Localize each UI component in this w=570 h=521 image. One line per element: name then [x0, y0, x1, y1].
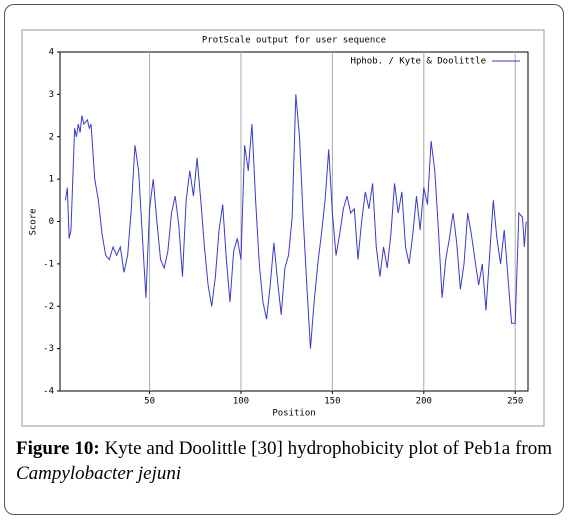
- caption-label: Figure 10:: [16, 438, 100, 459]
- y-tick-label: -1: [43, 259, 54, 269]
- x-tick-label: 200: [416, 397, 432, 407]
- y-tick-label: 4: [49, 48, 54, 58]
- y-tick-label: 1: [49, 175, 54, 185]
- y-tick-label: -4: [43, 387, 54, 397]
- caption-species: Campylobacter jejuni: [16, 463, 182, 484]
- y-tick-label: 2: [49, 132, 54, 142]
- y-axis-label: Score: [29, 208, 39, 235]
- legend-label: Hphob. / Kyte & Doolittle: [351, 57, 486, 67]
- x-tick-label: 150: [324, 397, 340, 407]
- y-tick-label: 3: [49, 90, 54, 100]
- caption: Figure 10: Kyte and Doolittle [30] hydro…: [16, 436, 552, 486]
- data-line: [64, 94, 527, 349]
- y-tick-label: -3: [43, 344, 54, 354]
- chart-box: [21, 29, 545, 427]
- caption-text: Kyte and Doolittle [30] hydrophobicity p…: [104, 438, 553, 459]
- chart-title: ProtScale output for user sequence: [202, 36, 386, 46]
- x-axis-label: Position: [272, 409, 315, 419]
- figure-frame: [4, 4, 564, 515]
- y-tick-label: 0: [49, 217, 54, 227]
- chart: ProtScale output for user sequence Posit…: [21, 29, 545, 427]
- y-tick-label: -2: [43, 302, 54, 312]
- x-tick-label: 100: [233, 397, 249, 407]
- x-tick-label: 250: [507, 397, 523, 407]
- x-tick-label: 50: [144, 397, 155, 407]
